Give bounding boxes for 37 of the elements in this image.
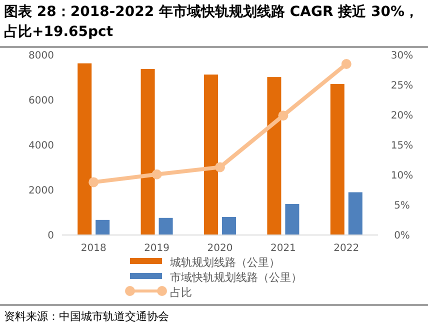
y2-tick-label: 10% [390, 170, 414, 182]
bar [348, 192, 362, 235]
bar [267, 77, 282, 235]
x-tick-label: 2020 [207, 243, 233, 254]
bar [285, 204, 300, 235]
x-tick-label: 2018 [80, 243, 106, 254]
point [215, 162, 225, 172]
y2-tick-label: 5% [394, 200, 410, 212]
y2-tick-label: 0% [394, 230, 410, 242]
legend-label: 占比 [170, 286, 192, 299]
y-tick-label: 0 [48, 230, 54, 242]
bar [222, 217, 236, 235]
legend-label: 城轨规划线路（公里） [169, 256, 280, 269]
y2-tick-label: 25% [390, 80, 414, 92]
x-tick-label: 2022 [334, 243, 360, 254]
y-tick-label: 8000 [28, 50, 54, 62]
y-tick-label: 4000 [28, 140, 54, 152]
point [152, 169, 162, 180]
y2-tick-label: 30% [390, 50, 414, 62]
point [278, 110, 288, 121]
bar [330, 84, 344, 235]
bar [204, 74, 218, 235]
text: 资料来源：中国城市轨道交通协会 [4, 310, 169, 323]
bar [78, 63, 92, 235]
y-tick-label: 2000 [28, 186, 54, 196]
bar [96, 220, 110, 235]
bar [140, 68, 155, 235]
legend-label: 市域快轨规划线路（公里） [170, 271, 302, 284]
x-tick-label: 2021 [270, 243, 296, 254]
point [88, 177, 99, 188]
x-tick-label: 2019 [144, 243, 170, 254]
bar [158, 218, 173, 235]
chart-title: 图表 28：2018-2022 年市域快轨规划线路 CAGR 接近 30%，占比+19.65pct [4, 3, 418, 40]
y-tick-label: 6000 [28, 96, 54, 106]
y2-tick-label: 20% [390, 110, 414, 122]
point [341, 59, 352, 69]
y2-tick-label: 15% [390, 140, 414, 152]
